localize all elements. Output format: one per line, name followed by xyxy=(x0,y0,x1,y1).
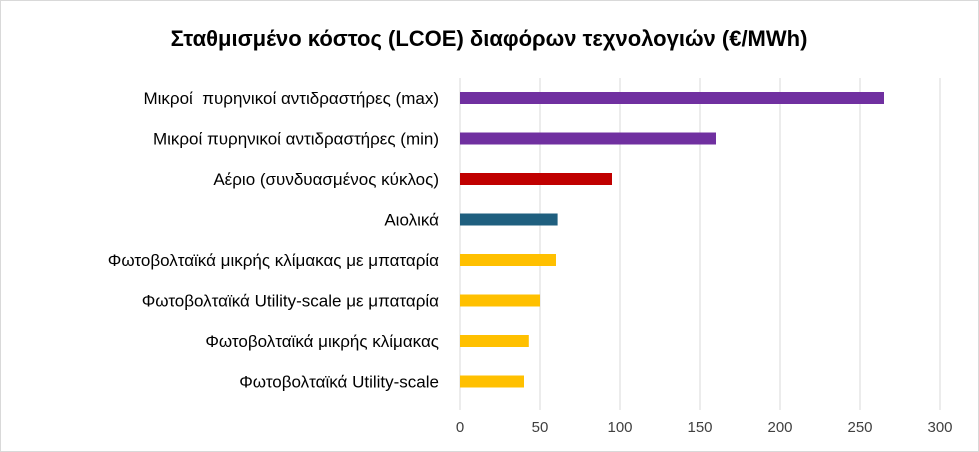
bar xyxy=(460,294,540,307)
x-tick-label: 300 xyxy=(927,419,952,436)
category-label: Φωτοβολταϊκά Utility-scale με μπαταρία xyxy=(142,292,439,311)
bar xyxy=(460,375,524,388)
bar xyxy=(460,132,716,145)
bar xyxy=(460,213,558,226)
category-label: Μικροί πυρηνικοί αντιδραστήρες (min) xyxy=(153,130,439,149)
x-tick-label: 150 xyxy=(687,419,712,436)
bar xyxy=(460,173,612,185)
x-tick-label: 100 xyxy=(607,419,632,436)
x-tick-label: 200 xyxy=(767,419,792,436)
bar xyxy=(460,92,884,104)
x-tick-label: 0 xyxy=(456,419,464,436)
bar xyxy=(460,335,529,347)
category-label: Φωτοβολταϊκά Utility-scale xyxy=(239,373,439,392)
category-labels: Μικροί πυρηνικοί αντιδραστήρες (max) Μικρ… xyxy=(108,89,439,392)
gridlines xyxy=(459,78,941,410)
category-label: Μικροί πυρηνικοί αντιδραστήρες (max) xyxy=(143,89,439,108)
x-axis-ticks: 0 50 100 150 200 250 300 xyxy=(456,419,953,436)
category-label: Αιολικά xyxy=(384,211,439,230)
bar xyxy=(460,254,556,266)
x-tick-label: 250 xyxy=(847,419,872,436)
chart-title: Σταθμισμένο κόστος (LCOE) διαφόρων τεχνο… xyxy=(171,26,808,51)
category-label: Φωτοβολταϊκά μικρής κλίμακας με μπαταρία xyxy=(108,251,439,270)
bars xyxy=(460,92,884,388)
category-label: Φωτοβολταϊκά μικρής κλίμακας xyxy=(205,332,439,351)
category-label: Αέριο (συνδυασμένος κύκλος) xyxy=(213,170,439,189)
x-tick-label: 50 xyxy=(532,419,549,436)
